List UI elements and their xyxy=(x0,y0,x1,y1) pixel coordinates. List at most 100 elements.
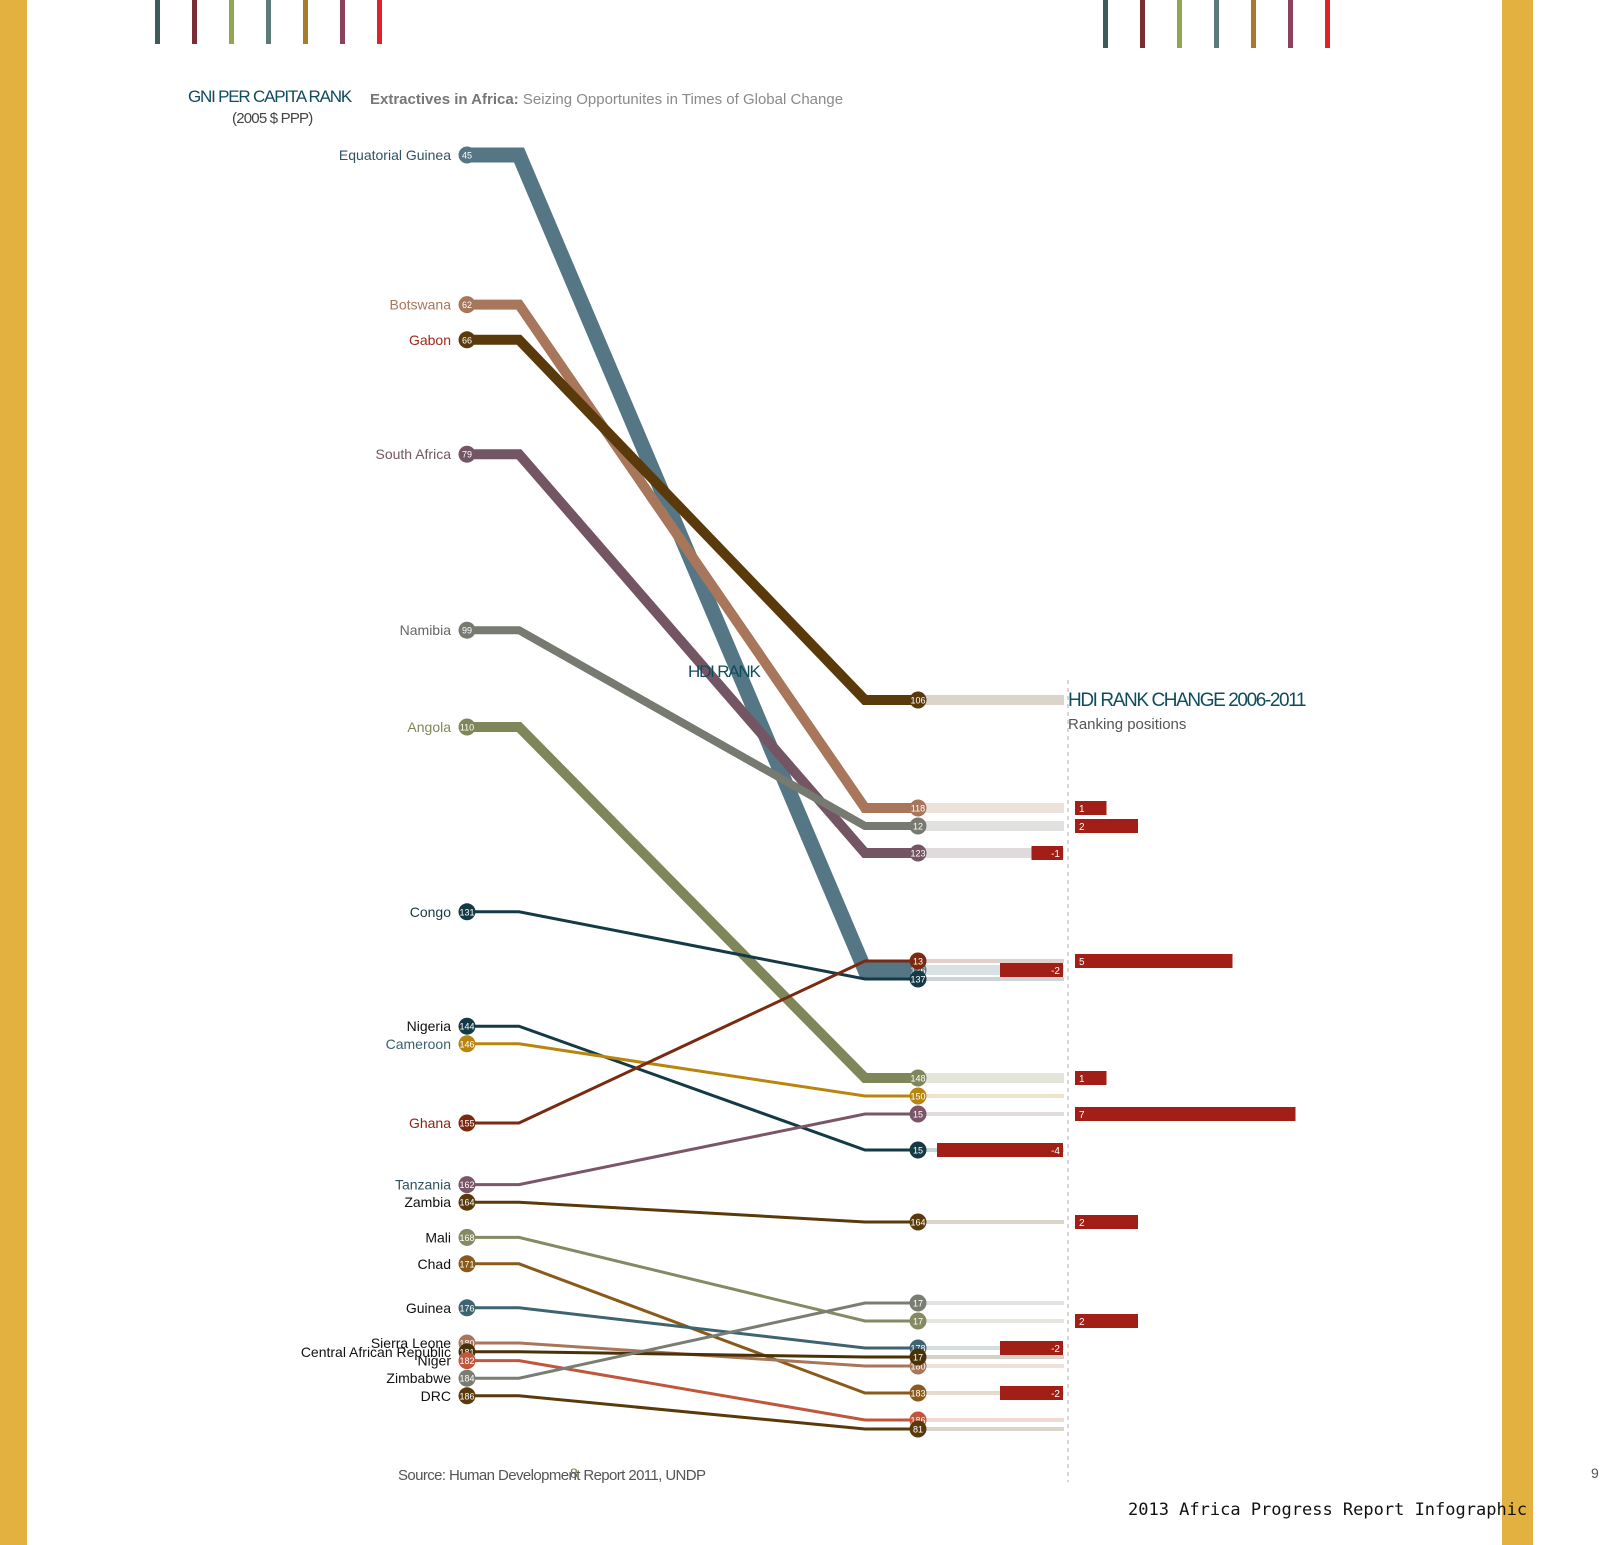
gni-rank-value: 171 xyxy=(459,1259,474,1269)
hdi-rank-value: 12 xyxy=(913,822,923,832)
change-bar-mali xyxy=(1075,1314,1138,1328)
hdi-rank-marker-congo xyxy=(909,970,927,988)
gni-rank-marker-zimbabwe xyxy=(458,1369,476,1387)
change-value-label: -2 xyxy=(1051,966,1060,977)
gni-rank-marker-niger xyxy=(458,1352,476,1370)
country-label-drc: DRC xyxy=(421,1388,451,1404)
gni-rank-value: 155 xyxy=(459,1119,474,1129)
hdi-rank-marker-namibia xyxy=(909,817,927,835)
subtitle-bold: Extractives in Africa: xyxy=(370,91,519,108)
hdi-rank-marker-zambia xyxy=(909,1213,927,1231)
subtitle-text: Seizing Opportunites in Times of Global … xyxy=(522,91,844,108)
hdi-rank-marker-cameroon xyxy=(909,1087,927,1105)
change-bar-botswana xyxy=(1075,801,1107,815)
change-bar-nigeria xyxy=(937,1143,1063,1157)
slope-line-angola xyxy=(467,722,918,1083)
hdi-rank-value: 17 xyxy=(913,1353,923,1363)
palette-stripe xyxy=(303,0,308,44)
slope-line-congo xyxy=(467,910,918,981)
slope-line-namibia xyxy=(467,626,918,830)
gni-rank-marker-cameroon xyxy=(458,1035,476,1053)
change-bar-namibia xyxy=(1075,819,1138,833)
country-label-cameroon: Cameroon xyxy=(386,1036,451,1052)
gni-rank-marker-gabon xyxy=(458,331,476,349)
change-value-label: 2 xyxy=(1079,1218,1085,1229)
footer-title: 2013 Africa Progress Report Infographic xyxy=(1128,1500,1528,1520)
slope-line-nigeria xyxy=(467,1024,918,1152)
gni-rank-marker-south-africa xyxy=(458,445,476,463)
palette-stripe xyxy=(1288,0,1293,48)
gni-rank-value: 110 xyxy=(460,723,474,733)
slope-line-south-africa xyxy=(467,449,918,858)
hdi-rank-value: 150 xyxy=(910,1092,925,1102)
gni-rank-value: 144 xyxy=(459,1022,474,1032)
hdi-rank-value: 137 xyxy=(910,975,925,985)
gni-rank-title: GNI PER CAPITA RANK xyxy=(188,87,352,106)
hdi-rank-marker-south-africa xyxy=(909,844,927,862)
change-value-label: 2 xyxy=(1079,1317,1085,1328)
change-value-label: 7 xyxy=(1079,1110,1085,1121)
change-value-label: -2 xyxy=(1051,1344,1060,1355)
hdi-rank-marker-nigeria xyxy=(909,1141,927,1159)
hdi-rank-marker-gabon xyxy=(909,691,927,709)
hdi-rank-value: 17 xyxy=(913,1317,923,1327)
palette-stripe xyxy=(1103,0,1108,48)
gni-rank-value: 45 xyxy=(462,151,472,161)
country-label-nigeria: Nigeria xyxy=(407,1018,452,1034)
palette-stripe xyxy=(1177,0,1182,48)
hdi-rank-value: 180 xyxy=(910,1362,925,1372)
gni-rank-value: 162 xyxy=(459,1180,474,1190)
palette-stripe xyxy=(192,0,197,44)
change-value-label: 1 xyxy=(1079,1074,1085,1085)
gni-rank-marker-angola xyxy=(458,718,476,736)
change-bar-tanzania xyxy=(1075,1107,1296,1121)
slope-line-ghana xyxy=(467,959,918,1125)
gni-rank-value: 186 xyxy=(459,1391,474,1401)
hdi-rank-marker-central-african-republic xyxy=(909,1348,927,1366)
palette-stripe xyxy=(1325,0,1330,48)
country-label-central-african-republic: Central African Republic xyxy=(301,1344,451,1360)
page-number-left: 8 xyxy=(570,1465,578,1481)
hdi-change-subtitle: Ranking positions xyxy=(1068,716,1187,733)
gni-rank-marker-nigeria xyxy=(458,1017,476,1035)
slope-line-zimbabwe xyxy=(467,1301,918,1380)
hdi-rank-value: 17 xyxy=(913,1299,923,1309)
change-bar-ghana xyxy=(1075,954,1233,968)
change-value-label: -2 xyxy=(1051,1389,1060,1400)
hdi-rank-axis-label: HDI RANK xyxy=(688,662,761,681)
country-label-tanzania: Tanzania xyxy=(395,1177,451,1193)
palette-stripe xyxy=(1214,0,1219,48)
hdi-rank-value: 123 xyxy=(910,849,925,859)
gni-rank-marker-tanzania xyxy=(458,1176,476,1194)
gni-rank-value: 164 xyxy=(459,1198,474,1208)
change-bar-zambia xyxy=(1075,1215,1138,1229)
hdi-rank-value: 106 xyxy=(910,696,925,706)
slope-line-mali xyxy=(467,1235,918,1323)
country-label-equatorial-guinea: Equatorial Guinea xyxy=(339,147,451,163)
palette-stripe xyxy=(377,0,382,44)
palette-stripe xyxy=(340,0,345,44)
change-value-label: -4 xyxy=(1051,1146,1060,1157)
palette-stripe xyxy=(229,0,234,44)
country-label-niger: Niger xyxy=(418,1353,452,1369)
slope-line-guinea xyxy=(467,1306,918,1350)
slope-line-tanzania xyxy=(467,1112,918,1187)
slope-line-niger xyxy=(467,1359,918,1422)
country-label-zimbabwe: Zimbabwe xyxy=(386,1370,451,1386)
page-number-right: 9 xyxy=(1591,1465,1599,1481)
gni-rank-value: 146 xyxy=(459,1039,474,1049)
change-bar-guinea xyxy=(1000,1341,1063,1355)
country-label-south-africa: South Africa xyxy=(376,446,452,462)
hdi-change-title: HDI RANK CHANGE 2006-2011 xyxy=(1068,690,1306,711)
palette-stripe xyxy=(1251,0,1256,48)
hdi-rank-marker-zimbabwe xyxy=(909,1294,927,1312)
slope-line-central-african-republic xyxy=(467,1350,918,1359)
slope-line-gabon xyxy=(467,334,918,705)
country-label-botswana: Botswana xyxy=(390,297,452,313)
right-gold-border xyxy=(1502,0,1533,1545)
slope-line-zambia xyxy=(467,1200,918,1224)
gni-rank-marker-guinea xyxy=(458,1299,476,1317)
gni-rank-marker-chad xyxy=(458,1255,476,1273)
gni-rank-value: 176 xyxy=(459,1303,474,1313)
